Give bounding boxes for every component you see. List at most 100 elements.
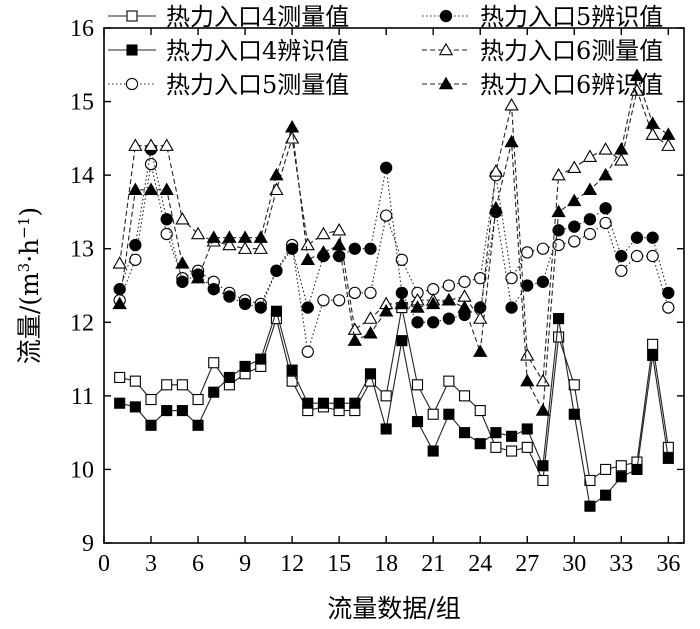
series-6-point	[661, 127, 676, 140]
series-3-point	[615, 264, 628, 277]
series-6-point	[504, 134, 519, 148]
y-tick-label: 15	[70, 90, 94, 116]
series-4-point	[285, 242, 299, 255]
series-2-point	[396, 335, 408, 347]
series-5-point	[363, 311, 378, 324]
series-4-point	[129, 238, 142, 252]
series-6-point	[535, 403, 551, 416]
series-5-point	[190, 226, 206, 240]
legend-label: 热力入口6辨识值	[480, 71, 663, 99]
series-5-point	[347, 322, 362, 335]
legend-item-1: 热力入口4测量值	[108, 3, 349, 31]
series-5-point	[473, 311, 488, 324]
series-3-point	[458, 275, 471, 288]
series-4-point	[411, 316, 424, 329]
series-1-point	[521, 441, 533, 453]
series-6-point	[520, 373, 535, 387]
series-1-point	[208, 357, 220, 369]
series-4-point	[364, 242, 377, 255]
series-4-point	[427, 316, 440, 329]
series-1-point	[458, 390, 471, 402]
series-5-point	[222, 237, 237, 251]
x-tick-label: 36	[656, 551, 680, 577]
series-6-point	[269, 167, 284, 181]
series-6-point	[488, 200, 504, 214]
series-5-point	[645, 127, 660, 140]
series-6-point	[582, 182, 598, 196]
series-3-point	[521, 246, 534, 259]
series-6-point	[645, 116, 660, 129]
series-2-point	[443, 408, 455, 420]
series-6-point	[629, 68, 645, 82]
series-3-point	[364, 286, 377, 300]
legend-item-6: 热力入口6辨识值	[422, 71, 663, 99]
series-4-point	[332, 249, 346, 263]
series-1-point	[129, 375, 141, 387]
series-2-point	[474, 438, 486, 450]
x-tick-label: 18	[374, 551, 398, 577]
series-1-point	[537, 474, 549, 487]
plot-frame	[103, 27, 685, 544]
series-5-point	[128, 138, 143, 151]
series-2-point	[584, 500, 596, 512]
series-2-point	[631, 463, 643, 475]
legend-marker	[439, 9, 453, 23]
series-6-point	[316, 245, 331, 258]
series-6-point	[222, 230, 237, 243]
series-3-point	[662, 301, 675, 314]
series-6-point	[598, 167, 613, 181]
series-5-point	[535, 373, 551, 387]
series-3-point	[160, 227, 173, 241]
series-1-point	[443, 375, 455, 387]
series-1-point	[145, 393, 157, 406]
series-3-point	[552, 238, 565, 252]
series-6-point	[394, 296, 409, 310]
series-6-point	[614, 142, 629, 155]
series-5	[112, 83, 676, 387]
y-tick-label: 9	[82, 531, 94, 557]
y-tick-label: 11	[71, 384, 94, 410]
legend-label: 热力入口5测量值	[166, 71, 349, 99]
series-2-point	[615, 471, 627, 483]
series-2	[114, 305, 674, 512]
series-2-point	[380, 423, 392, 435]
series-4-point	[630, 231, 644, 244]
series-2-point	[521, 423, 533, 435]
legend-marker	[438, 42, 454, 56]
series-4-point	[301, 301, 314, 314]
series-5-point	[284, 131, 300, 144]
series-6-point	[190, 270, 206, 284]
series-4-point	[160, 213, 173, 226]
series-1-line	[119, 307, 669, 483]
series-1-point	[568, 379, 580, 391]
series-3-point	[646, 249, 659, 263]
series-4-point	[568, 220, 581, 233]
series-4-point	[662, 286, 675, 300]
series-5-point	[457, 289, 472, 302]
y-axis-title-part: 流量/(m	[15, 272, 44, 364]
legend-marker	[125, 77, 139, 91]
series-4-point	[380, 161, 393, 174]
series-3-point	[442, 279, 456, 292]
legend-marker	[126, 44, 138, 56]
series-1-point	[662, 441, 674, 453]
series-2-point	[364, 368, 377, 380]
series-3-point	[536, 242, 550, 255]
series-1-point	[176, 379, 188, 391]
series-4-point	[223, 290, 236, 303]
series-4-point	[583, 213, 597, 226]
series-6-point	[143, 182, 159, 196]
x-tick-label: 33	[609, 551, 633, 577]
series-2-point	[208, 386, 220, 398]
series-1	[114, 302, 674, 487]
series-2-point	[114, 397, 126, 409]
series-6-point	[237, 230, 253, 243]
series-2-point	[161, 405, 173, 417]
series-4-point	[615, 249, 628, 263]
series-2-point	[302, 397, 314, 409]
series-2-point	[568, 408, 580, 420]
x-tick-label: 6	[192, 551, 204, 577]
series-3-point	[317, 294, 330, 307]
legend-marker	[438, 76, 454, 90]
series-6-point	[441, 292, 457, 306]
